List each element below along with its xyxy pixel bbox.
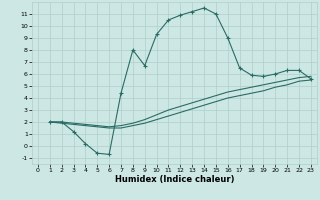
X-axis label: Humidex (Indice chaleur): Humidex (Indice chaleur)	[115, 175, 234, 184]
